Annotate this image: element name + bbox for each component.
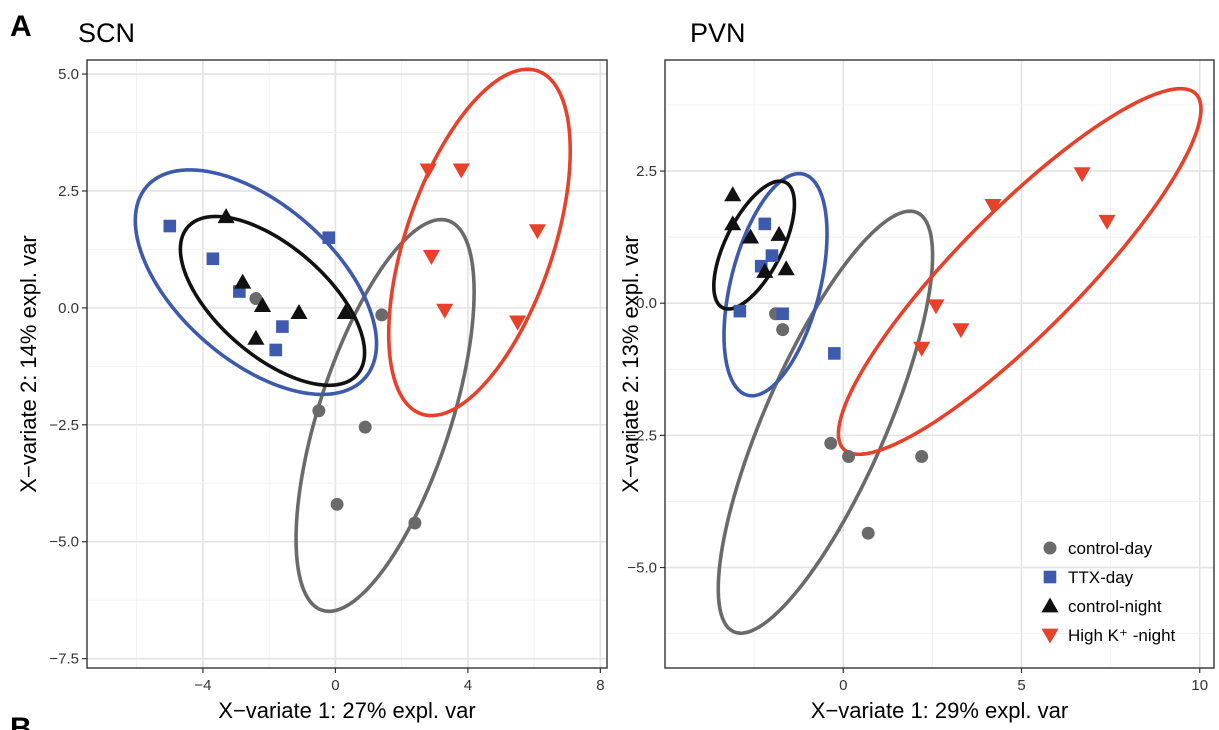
- chart-pvn: 0 5 10 2.5 0.0 −2.5 −5.0 PVN X−variate 1: 29% ex…: [618, 18, 1215, 723]
- point-control-day: [375, 308, 389, 322]
- point-ttx-day: [276, 320, 289, 333]
- y-tick-label: −5.0: [627, 560, 657, 577]
- legend: control-day TTX-day control-night High K⁺ -…: [1041, 539, 1176, 645]
- x-tick-label: 10: [1191, 677, 1208, 694]
- y-tick-label: 2.5: [58, 183, 79, 200]
- point-high-k-night: [984, 198, 1002, 214]
- point-high-k-night: [1098, 214, 1116, 230]
- point-high-k-night: [452, 163, 470, 179]
- point-ttx-day: [758, 217, 772, 231]
- point-control-night: [770, 225, 788, 241]
- x-tick-label: 5: [1017, 677, 1025, 694]
- x-tick-label: 0: [331, 677, 339, 694]
- point-ttx-day: [733, 304, 747, 318]
- point-control-day: [861, 526, 875, 540]
- confidence-ellipse-ttx-day: [133, 168, 379, 397]
- x-tick-label: 0: [839, 677, 847, 694]
- point-control-night: [724, 215, 742, 231]
- point-control-night: [336, 304, 354, 319]
- legend-marker-control-day: [1043, 541, 1057, 555]
- x-axis-title: X−variate 1: 29% expl. var: [811, 698, 1068, 723]
- point-control-night: [777, 260, 795, 276]
- point-control-day: [358, 420, 372, 434]
- x-tick-label: 8: [596, 677, 604, 694]
- point-control-day: [312, 404, 326, 418]
- y-tick-label: −2.5: [49, 417, 79, 434]
- chart-title: PVN: [690, 18, 746, 48]
- legend-marker-control-night: [1041, 597, 1059, 613]
- y-tick-label: −2.5: [627, 427, 657, 444]
- point-control-day: [408, 516, 422, 530]
- confidence-ellipse-control-day: [294, 217, 476, 614]
- x-tick-label: −4: [194, 677, 211, 694]
- x-axis-title: X−variate 1: 27% expl. var: [218, 698, 475, 723]
- point-ttx-day: [206, 252, 220, 266]
- point-high-k-night: [436, 303, 454, 319]
- legend-label-control-night: control-night: [1068, 597, 1162, 616]
- point-high-k-night: [528, 224, 546, 240]
- point-control-night: [253, 296, 272, 312]
- point-ttx-day: [163, 219, 177, 233]
- point-control-night: [724, 186, 742, 202]
- point-control-night: [234, 273, 252, 289]
- point-control-night: [247, 329, 265, 345]
- confidence-ellipse-control-night: [712, 179, 797, 311]
- point-control-day: [824, 436, 838, 450]
- point-control-night: [217, 208, 235, 224]
- point-ttx-day: [765, 249, 779, 262]
- x-tick-label: 4: [464, 677, 472, 694]
- legend-marker-high-k-night: [1041, 628, 1059, 644]
- point-control-day: [776, 323, 790, 337]
- y-tick-label: 0.0: [58, 300, 79, 317]
- y-axis-title: X−variate 2: 14% expl. var: [16, 235, 41, 492]
- confidence-ellipse-high-k-night: [386, 67, 573, 418]
- legend-label-ttx-day: TTX-day: [1068, 568, 1134, 587]
- point-ttx-day: [776, 307, 789, 321]
- confidence-ellipse-ttx-day: [722, 171, 829, 398]
- plot-frame: [86, 59, 608, 669]
- point-control-night: [290, 304, 308, 319]
- point-high-k-night: [913, 341, 931, 357]
- y-tick-label: 5.0: [58, 66, 79, 83]
- y-tick-label: −5.0: [49, 534, 79, 551]
- point-high-k-night: [952, 323, 970, 339]
- point-high-k-night: [927, 299, 945, 315]
- y-tick-label: 2.5: [636, 163, 657, 180]
- next-panel-label: B: [10, 712, 32, 730]
- chart-title: SCN: [78, 18, 135, 48]
- point-high-k-night: [509, 315, 527, 331]
- confidence-ellipse-control-day: [716, 209, 935, 635]
- point-high-k-night: [419, 163, 437, 179]
- chart-scn: −4 0 4 8 5.0 2.5 0.0 −2.5 −5.0 −7.5 SCN X−variate 1…: [16, 18, 608, 723]
- point-ttx-day: [269, 343, 283, 357]
- legend-marker-ttx-day: [1043, 570, 1057, 584]
- point-ttx-day: [828, 347, 841, 360]
- point-control-day: [842, 450, 856, 464]
- point-control-night: [756, 262, 774, 278]
- y-tick-label: −7.5: [49, 651, 79, 668]
- point-control-day: [915, 450, 929, 464]
- plot-frame: [664, 59, 1215, 669]
- point-control-day: [330, 497, 344, 511]
- panel-label: A: [10, 10, 32, 43]
- point-control-night: [742, 228, 760, 244]
- point-ttx-day: [322, 231, 336, 245]
- legend-label-high-k-night: High K⁺ -night: [1068, 626, 1176, 645]
- point-high-k-night: [422, 250, 441, 265]
- point-high-k-night: [1073, 167, 1091, 183]
- point-control-day: [249, 292, 263, 306]
- confidence-ellipse-high-k-night: [836, 86, 1203, 457]
- confidence-ellipse-control-night: [178, 214, 367, 388]
- y-tick-label: 0.0: [636, 295, 657, 312]
- y-axis-title: X−variate 2: 13% expl. var: [618, 235, 643, 492]
- legend-label-control-day: control-day: [1068, 539, 1153, 558]
